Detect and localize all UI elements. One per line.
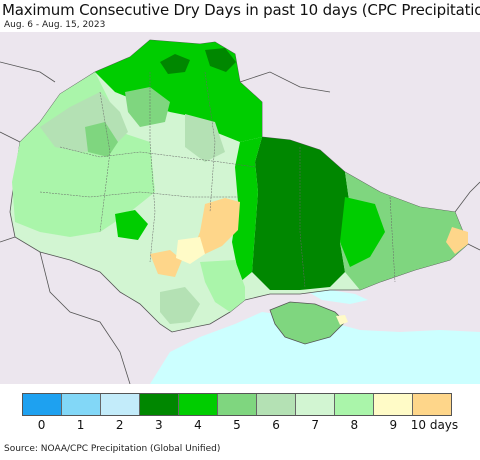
legend-swatch-7 xyxy=(296,394,335,415)
legend-label-6: 6 xyxy=(272,418,280,432)
map-svg xyxy=(0,32,480,384)
legend-label-2: 2 xyxy=(115,418,124,432)
legend-swatch-4 xyxy=(179,394,218,415)
zone-far-east-10 xyxy=(446,227,468,254)
zone-center-6 xyxy=(185,114,225,162)
zone-south-10 xyxy=(150,250,182,277)
legend-label-4: 4 xyxy=(194,418,202,432)
zone-northeast-3 xyxy=(205,48,236,72)
dry-days-map xyxy=(0,32,480,384)
zone-east-4 xyxy=(232,137,262,282)
legend-label-1: 1 xyxy=(76,418,85,432)
legend-swatch-9 xyxy=(374,394,413,415)
legend-swatch-1 xyxy=(62,394,101,415)
legend-label-5: 5 xyxy=(233,418,241,432)
legend-label-3: 3 xyxy=(154,418,163,432)
sea-of-azov xyxy=(305,290,368,304)
legend-swatch-10 xyxy=(413,394,451,415)
zone-southwest-6 xyxy=(160,287,200,324)
legend-swatch-6 xyxy=(257,394,296,415)
zone-east-3 xyxy=(252,137,350,290)
legend-labels: 0 1 2 3 4 5 6 7 8 9 10 days xyxy=(0,418,480,436)
date-range: Aug. 6 - Aug. 15, 2023 xyxy=(4,20,106,30)
map-title: Maximum Consecutive Dry Days in past 10 … xyxy=(2,1,480,19)
legend-label-0: 0 xyxy=(37,418,46,432)
legend-label-10: 10 days xyxy=(410,418,459,432)
zone-west-4 xyxy=(115,210,148,240)
zone-north-3 xyxy=(160,54,190,74)
legend-swatch-5 xyxy=(218,394,257,415)
legend-swatch-0 xyxy=(23,394,62,415)
zone-south-8 xyxy=(200,260,245,312)
data-source: Source: NOAA/CPC Precipitation (Global U… xyxy=(4,444,221,454)
legend-swatch-8 xyxy=(335,394,374,415)
crimea-east-9 xyxy=(336,315,348,325)
legend-swatch-3 xyxy=(140,394,179,415)
legend-label-8: 8 xyxy=(350,418,359,432)
legend-color-bar xyxy=(22,393,452,416)
zone-north-5 xyxy=(125,87,170,127)
zone-center-10 xyxy=(192,198,240,254)
zone-6-patch xyxy=(85,122,118,157)
legend-label-9: 9 xyxy=(389,418,398,432)
country-borders xyxy=(0,61,480,384)
oblast-borders xyxy=(39,71,396,288)
zone-east-4b xyxy=(340,197,385,267)
legend-label-7: 7 xyxy=(311,418,319,432)
zone-far-east-5 xyxy=(340,172,468,290)
crimea xyxy=(269,301,346,345)
zone-west-8 xyxy=(12,72,155,237)
zone-center-9 xyxy=(176,237,205,264)
legend-swatch-2 xyxy=(101,394,140,415)
black-sea xyxy=(150,312,480,384)
